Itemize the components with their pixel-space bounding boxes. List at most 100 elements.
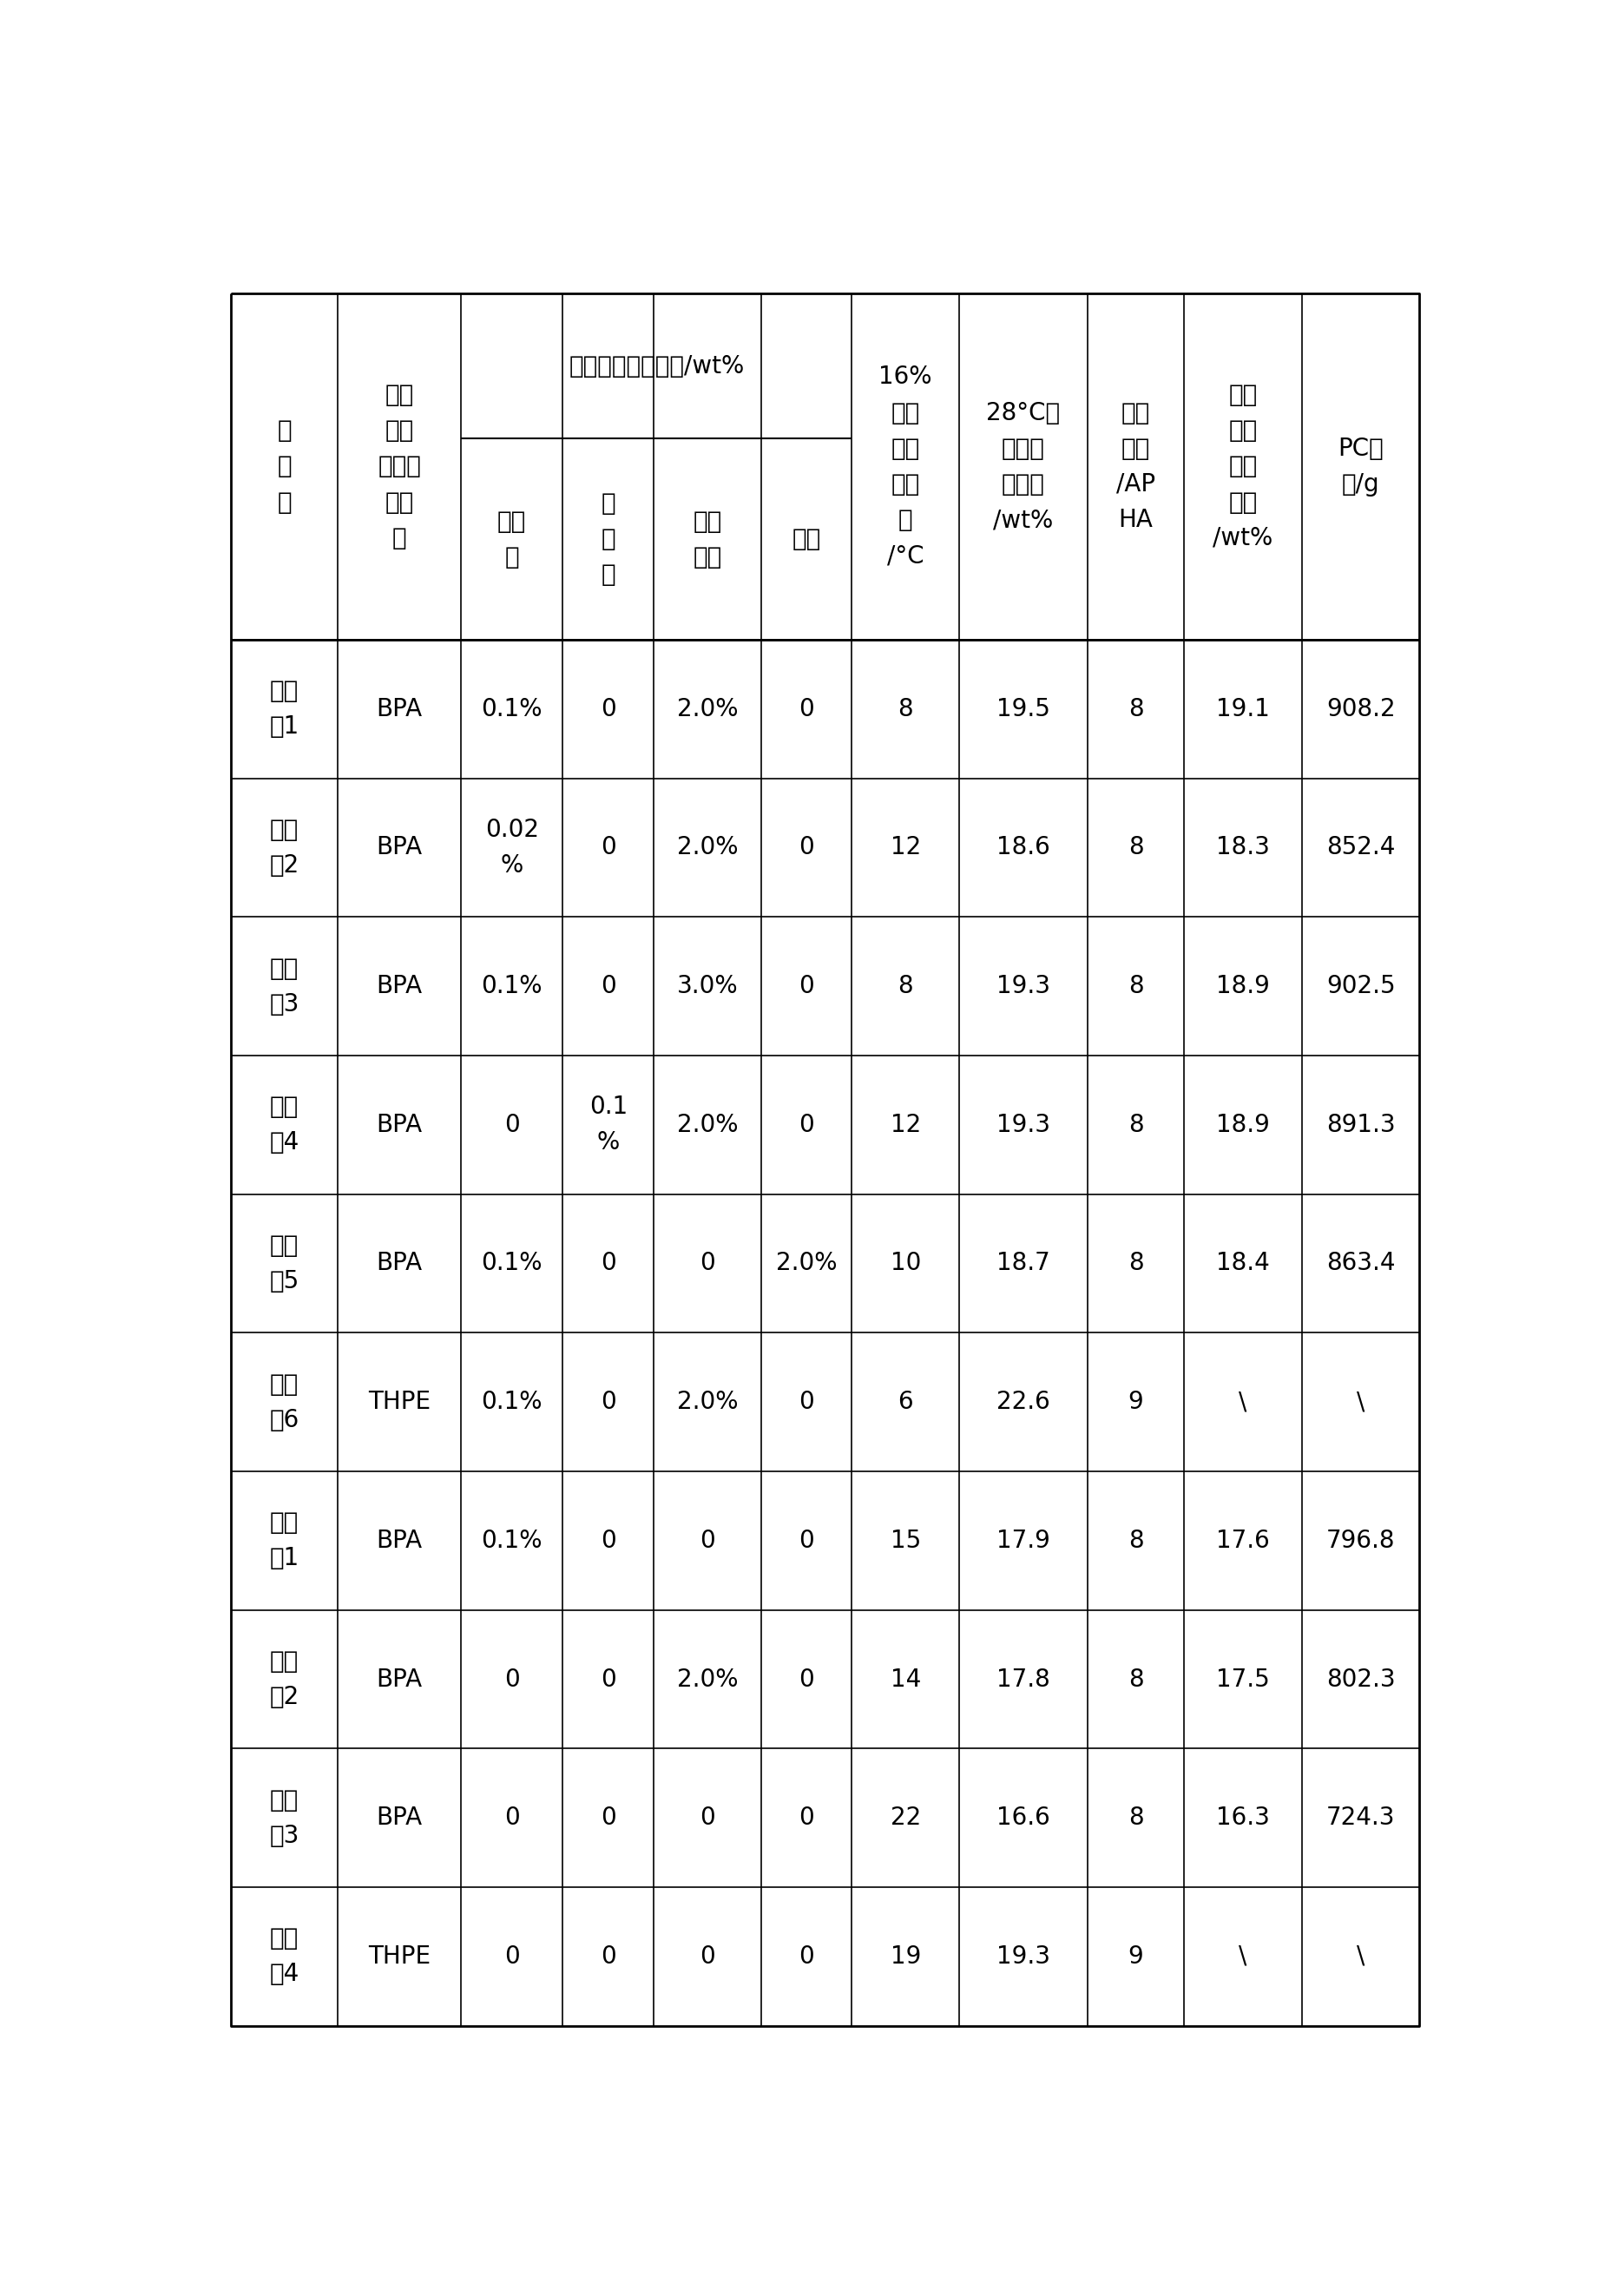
Text: 实施
例3: 实施 例3 xyxy=(270,955,299,1017)
Text: 3.0%: 3.0% xyxy=(676,974,738,999)
Text: 12: 12 xyxy=(890,836,920,859)
Text: 实施
例4: 实施 例4 xyxy=(270,1095,299,1155)
Text: 17.8: 17.8 xyxy=(997,1667,1050,1692)
Text: BPA: BPA xyxy=(377,1251,422,1277)
Text: THPE: THPE xyxy=(368,1389,431,1414)
Text: \: \ xyxy=(1238,1945,1246,1968)
Text: 2.0%: 2.0% xyxy=(676,1114,738,1137)
Text: 实施
例6: 实施 例6 xyxy=(270,1373,299,1433)
Text: 12: 12 xyxy=(890,1114,920,1137)
Text: 8: 8 xyxy=(1128,698,1144,721)
Text: 实施
例1: 实施 例1 xyxy=(270,680,299,739)
Text: 实施
例2: 实施 例2 xyxy=(270,817,299,877)
Text: 0.1
%: 0.1 % xyxy=(590,1095,628,1155)
Text: 9: 9 xyxy=(1128,1945,1144,1968)
Text: 8: 8 xyxy=(1128,1667,1144,1692)
Text: 19.1: 19.1 xyxy=(1216,698,1270,721)
Text: 17.6: 17.6 xyxy=(1216,1529,1270,1552)
Text: 0: 0 xyxy=(799,1389,813,1414)
Text: 二氯
甲烷: 二氯 甲烷 xyxy=(694,510,722,569)
Text: 0: 0 xyxy=(799,698,813,721)
Text: 0.02
%: 0.02 % xyxy=(484,817,539,877)
Text: 碳
酸
钠: 碳 酸 钠 xyxy=(601,491,615,588)
Text: 2.0%: 2.0% xyxy=(676,836,738,859)
Text: BPA: BPA xyxy=(377,1667,422,1692)
Text: 对比
例1: 对比 例1 xyxy=(270,1511,299,1570)
Text: 724.3: 724.3 xyxy=(1326,1805,1395,1830)
Text: 8: 8 xyxy=(1128,974,1144,999)
Text: 8: 8 xyxy=(1128,1114,1144,1137)
Text: 实
施
例: 实 施 例 xyxy=(276,418,291,514)
Text: 0: 0 xyxy=(700,1529,714,1552)
Text: 0.1%: 0.1% xyxy=(481,1389,542,1414)
Text: 0: 0 xyxy=(799,1114,813,1137)
Text: 15: 15 xyxy=(890,1529,920,1552)
Text: 9: 9 xyxy=(1128,1389,1144,1414)
Text: PC产
量/g: PC产 量/g xyxy=(1338,436,1384,496)
Text: 0: 0 xyxy=(700,1805,714,1830)
Text: 对比
例3: 对比 例3 xyxy=(270,1789,299,1848)
Text: 2.0%: 2.0% xyxy=(676,1389,738,1414)
Text: 10: 10 xyxy=(890,1251,920,1277)
Text: 对比
例2: 对比 例2 xyxy=(270,1649,299,1708)
Text: 实际
参与
反应
浓度
/wt%: 实际 参与 反应 浓度 /wt% xyxy=(1213,383,1274,551)
Text: 0.1%: 0.1% xyxy=(481,1251,542,1277)
Text: 18.7: 18.7 xyxy=(997,1251,1050,1277)
Text: 对比
例4: 对比 例4 xyxy=(270,1926,299,1986)
Text: 0: 0 xyxy=(700,1945,714,1968)
Text: 0: 0 xyxy=(700,1251,714,1277)
Text: \: \ xyxy=(1357,1389,1365,1414)
Text: 22: 22 xyxy=(890,1805,920,1830)
Text: 19.3: 19.3 xyxy=(997,1114,1050,1137)
Text: 0: 0 xyxy=(799,1529,813,1552)
Text: 17.5: 17.5 xyxy=(1216,1667,1270,1692)
Text: 796.8: 796.8 xyxy=(1326,1529,1395,1552)
Text: 863.4: 863.4 xyxy=(1326,1251,1395,1277)
Text: \: \ xyxy=(1357,1945,1365,1968)
Text: 0: 0 xyxy=(601,836,615,859)
Text: 实施
例5: 实施 例5 xyxy=(270,1233,299,1293)
Text: 19: 19 xyxy=(890,1945,920,1968)
Text: 18.9: 18.9 xyxy=(1216,1114,1270,1137)
Text: 0: 0 xyxy=(799,836,813,859)
Text: THPE: THPE xyxy=(368,1945,431,1968)
Text: 891.3: 891.3 xyxy=(1326,1114,1395,1137)
Text: 0: 0 xyxy=(601,1529,615,1552)
Text: 0: 0 xyxy=(601,1945,615,1968)
Text: BPA: BPA xyxy=(377,974,422,999)
Text: 0: 0 xyxy=(505,1114,519,1137)
Text: 28°C下
最高溶
液浓度
/wt%: 28°C下 最高溶 液浓度 /wt% xyxy=(986,402,1059,533)
Text: 22.6: 22.6 xyxy=(997,1389,1050,1414)
Text: 0: 0 xyxy=(601,1667,615,1692)
Text: 0.1%: 0.1% xyxy=(481,1529,542,1552)
Text: 802.3: 802.3 xyxy=(1326,1667,1395,1692)
Text: 19.5: 19.5 xyxy=(997,698,1050,721)
Text: 添加剂占水总质量/wt%: 添加剂占水总质量/wt% xyxy=(569,354,745,379)
Text: BPA: BPA xyxy=(377,836,422,859)
Text: 氯苯: 氯苯 xyxy=(793,528,821,551)
Text: 18.9: 18.9 xyxy=(1216,974,1270,999)
Text: BPA: BPA xyxy=(377,1805,422,1830)
Text: 2.0%: 2.0% xyxy=(775,1251,837,1277)
Text: 0: 0 xyxy=(601,1805,615,1830)
Text: 8: 8 xyxy=(898,698,912,721)
Text: BPA: BPA xyxy=(377,1114,422,1137)
Text: BPA: BPA xyxy=(377,698,422,721)
Text: 8: 8 xyxy=(898,974,912,999)
Text: 氯化
钠: 氯化 钠 xyxy=(497,510,526,569)
Text: 18.6: 18.6 xyxy=(997,836,1050,859)
Text: 0: 0 xyxy=(601,1389,615,1414)
Text: 18.3: 18.3 xyxy=(1216,836,1270,859)
Text: 0: 0 xyxy=(799,1945,813,1968)
Text: 0: 0 xyxy=(601,1251,615,1277)
Text: 19.3: 19.3 xyxy=(997,1945,1050,1968)
Text: 19.3: 19.3 xyxy=(997,974,1050,999)
Text: 双酚
（多
酚）添
加种
类: 双酚 （多 酚）添 加种 类 xyxy=(377,383,420,551)
Text: 16%
浓度
下析
出温
度
/°C: 16% 浓度 下析 出温 度 /°C xyxy=(879,365,932,567)
Text: 8: 8 xyxy=(1128,1529,1144,1552)
Text: 溶液
色号
/AP
HA: 溶液 色号 /AP HA xyxy=(1115,402,1155,533)
Text: 18.4: 18.4 xyxy=(1216,1251,1270,1277)
Text: 8: 8 xyxy=(1128,1251,1144,1277)
Text: 2.0%: 2.0% xyxy=(676,1667,738,1692)
Text: 0: 0 xyxy=(505,1945,519,1968)
